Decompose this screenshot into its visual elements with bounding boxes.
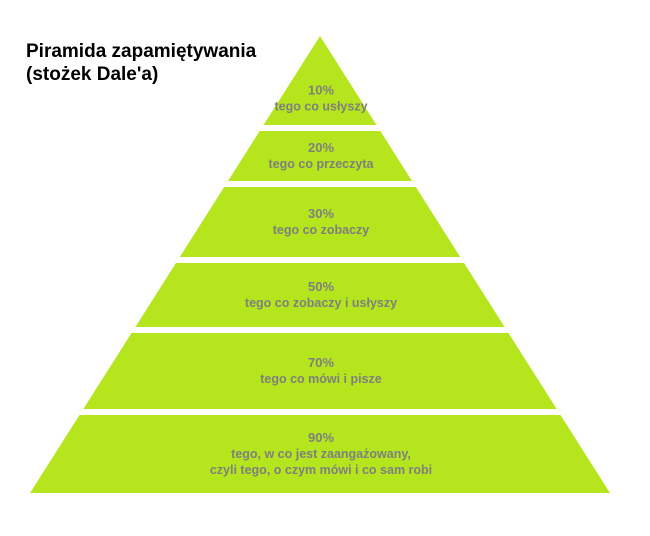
title-line-2: (stożek Dale'a) [26,64,159,85]
pyramid-layer-1 [263,36,377,125]
layer-3-description-line-1: tego co zobaczy [273,223,370,237]
pyramid-layer-6 [30,415,610,493]
pyramid-layer-4 [135,263,505,327]
layer-5-percent: 70% [308,355,334,370]
layer-6-percent: 90% [308,430,334,445]
layer-1-description-line-1: tego co usłyszy [274,100,367,114]
layer-3-percent: 30% [308,206,334,221]
layer-2-percent: 20% [308,140,334,155]
layer-4-description-line-1: tego co zobaczy i usłyszy [245,296,397,310]
layer-6-description-line-2: czyli tego, o czym mówi i co sam robi [210,463,432,477]
layer-5-description-line-1: tego co mówi i pisze [260,372,382,386]
pyramid-layers: 10% tego co usłyszy 20% tego co przeczyta 30… [30,36,610,493]
title-line-1: Piramida zapamiętywania [26,41,257,62]
pyramid-layer-2 [227,131,413,181]
layer-2-description-line-1: tego co przeczyta [269,157,375,171]
pyramid-layer-3 [179,187,461,257]
pyramid-layer-5 [83,333,557,409]
layer-4-percent: 50% [308,279,334,294]
layer-1-percent: 10% [308,83,334,98]
layer-6-description-line-1: tego, w co jest zaangażowany, [231,447,411,461]
diagram-title: Piramida zapamiętywania (stożek Dale'a) [26,40,256,86]
